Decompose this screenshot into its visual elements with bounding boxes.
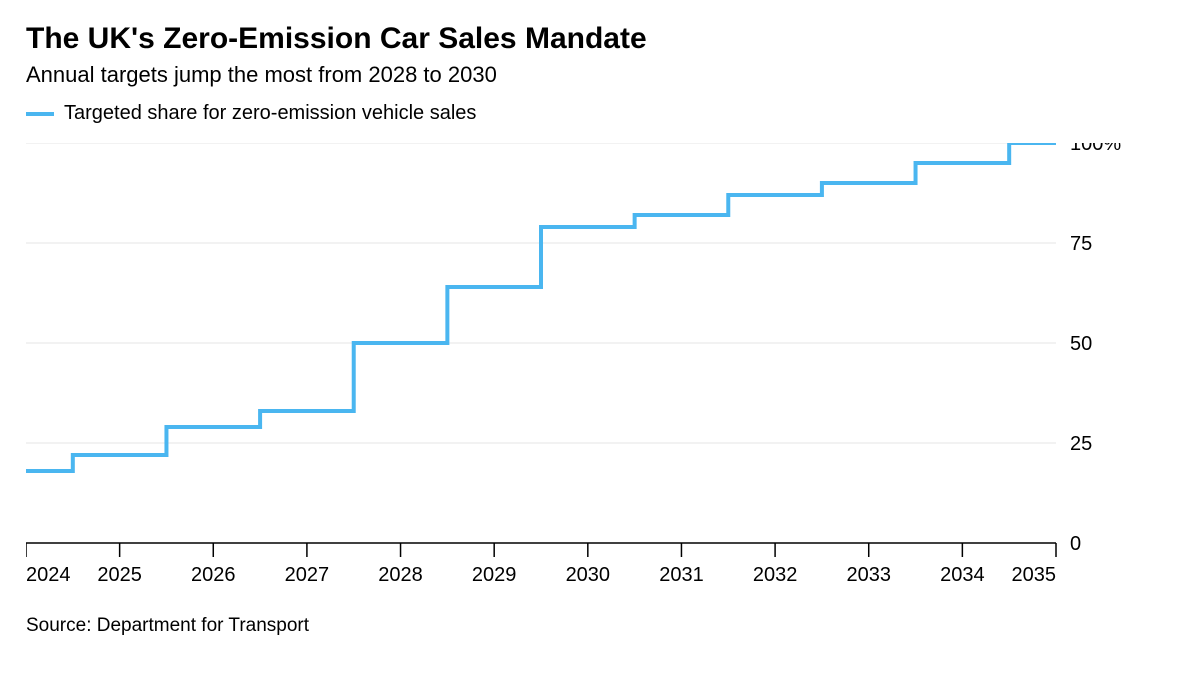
x-tick-label: 2026 (191, 564, 236, 586)
y-tick-label: 100% (1070, 143, 1121, 155)
x-tick-label: 2035 (1012, 564, 1057, 586)
legend-label: Targeted share for zero-emission vehicle… (64, 102, 476, 125)
x-tick-label: 2025 (97, 564, 142, 586)
chart-container: The UK's Zero-Emission Car Sales Mandate… (0, 0, 1192, 694)
y-tick-label: 75 (1070, 233, 1092, 255)
x-tick-label: 2030 (566, 564, 611, 586)
legend-swatch (26, 112, 54, 116)
chart-subtitle: Annual targets jump the most from 2028 t… (26, 62, 1166, 88)
chart-plot: 0 25 50 75 100% 2024 2025 2026 2027 2028 2029 2030 2… (26, 143, 1166, 589)
x-tick-label: 2032 (753, 564, 798, 586)
y-tick-label: 0 (1070, 533, 1081, 555)
x-tick-label: 2031 (659, 564, 704, 586)
chart-source: Source: Department for Transport (26, 615, 1166, 637)
y-tick-label: 50 (1070, 333, 1092, 355)
chart-svg: 0 25 50 75 100% 2024 2025 2026 2027 2028 2029 2030 2… (26, 143, 1132, 589)
x-tick-label: 2033 (846, 564, 891, 586)
x-tick-label: 2024 (26, 564, 71, 586)
x-tick-label: 2028 (378, 564, 423, 586)
chart-title: The UK's Zero-Emission Car Sales Mandate (26, 22, 1166, 56)
x-tick-label: 2029 (472, 564, 517, 586)
x-tick-label: 2034 (940, 564, 985, 586)
y-tick-label: 25 (1070, 433, 1092, 455)
x-tick-label: 2027 (285, 564, 330, 586)
series-line (26, 143, 1056, 471)
chart-legend: Targeted share for zero-emission vehicle… (26, 102, 1166, 125)
